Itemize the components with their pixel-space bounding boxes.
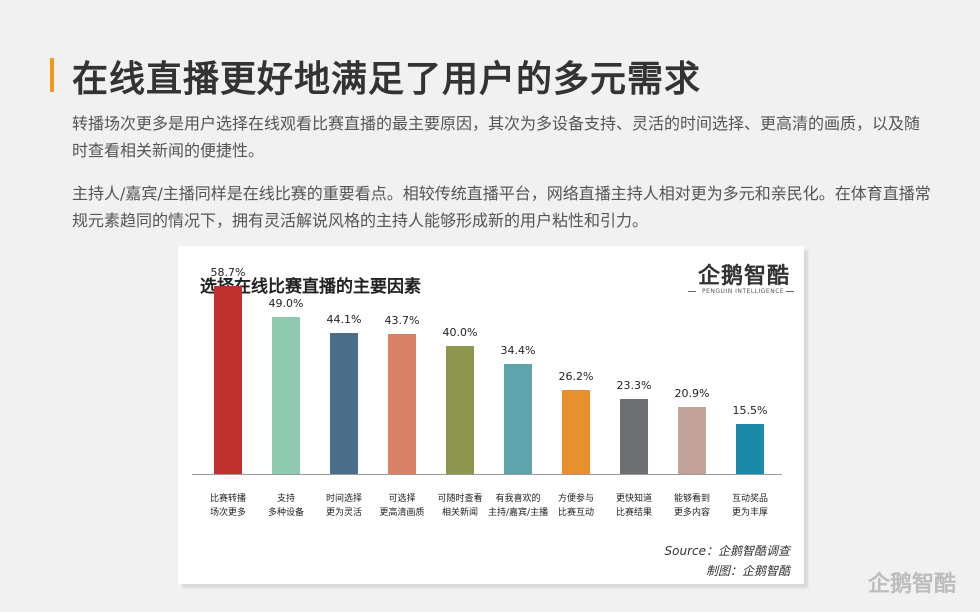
logo-subtitle: PENGUIN INTELLIGENCE	[702, 288, 785, 295]
source-note: Source：企鹅智酷调查	[664, 544, 790, 558]
bar-category-label-6: 有我喜欢的主持/嘉宾/主播	[488, 492, 548, 520]
bar-9	[678, 407, 706, 474]
bar-category-line: 可随时查看	[437, 494, 483, 504]
bar-10	[736, 424, 764, 474]
chart-card: 选择在线比赛直播的主要因素 企鹅智酷 PENGUIN INTELLIGENCE …	[178, 246, 804, 584]
bar-value-label-9: 20.9%	[674, 387, 710, 401]
bar-1	[214, 286, 242, 474]
bar-category-line: 比赛互动	[557, 508, 594, 518]
logo-text: 企鹅智酷	[698, 264, 791, 289]
bar-category-label-10: 互动奖品 更为丰厚	[720, 492, 780, 520]
bar-category-line: 支持	[276, 494, 295, 504]
paragraph-2: 主持人/嘉宾/主播同样是在线比赛的重要看点。相较传统直播平台，网络直播主持人相对…	[72, 184, 931, 230]
watermark-logo: 企鹅智酷	[868, 572, 957, 597]
logo-rule-right	[786, 291, 794, 292]
bar-value-label-5: 40.0%	[442, 326, 478, 339]
bar-value-label-3: 44.1%	[326, 312, 362, 326]
bar-category-line: 互动奖品	[731, 494, 768, 504]
bar-category-label-7: 方便参与 比赛互动	[546, 492, 606, 520]
bar-category-label-8: 更快知道 比赛结果	[604, 492, 664, 520]
bar-category-line: 更为灵活	[325, 508, 362, 518]
credit-note: 制图：企鹅智酷	[705, 564, 790, 578]
logo-rule-left	[688, 291, 696, 292]
bar-category-line: 有我喜欢的	[495, 494, 541, 504]
bar-category-line: 场次更多	[209, 508, 246, 518]
bar-category-line: 比赛结果	[615, 508, 652, 518]
bar-4	[388, 334, 416, 474]
bar-category-line: 更为丰厚	[731, 508, 768, 518]
chart-title: 选择在线比赛直播的主要因素	[200, 277, 421, 297]
bar-category-label-2: 支持 多种设备	[256, 492, 316, 520]
bar-7	[562, 390, 590, 474]
bar-8	[620, 399, 648, 474]
bar-value-label-7: 26.2%	[558, 370, 594, 384]
bar-value-label-4: 43.7%	[384, 314, 420, 328]
bar-category-label-9: 能够看到 更多内容	[662, 492, 722, 520]
bar-category-line: 能够看到	[673, 494, 710, 504]
logo: 企鹅智酷 PENGUIN INTELLIGENCE	[688, 258, 794, 302]
bar-category-line: 可选择	[388, 494, 416, 504]
bar-value-label-1: 58.7%	[210, 266, 246, 280]
bar-category-label-3: 时间选择 更为灵活	[314, 492, 374, 520]
x-axis-line	[192, 474, 782, 475]
title-accent-bar	[50, 58, 54, 92]
bar-category-line: 相关新闻	[441, 508, 478, 518]
bar-3	[330, 332, 358, 474]
bar-2	[272, 317, 300, 474]
bar-category-line: 方便参与	[557, 494, 594, 504]
bar-value-label-2: 49.0%	[268, 297, 304, 311]
bar-category-line: 更高清画质	[379, 508, 425, 518]
bar-category-line: 时间选择	[325, 494, 362, 504]
bar-category-line: 更多内容	[673, 508, 710, 518]
bar-category-line: 主持/嘉宾/主播	[488, 508, 549, 518]
bar-category-label-4: 可选择 更高清画质	[372, 492, 432, 520]
bar-value-label-8: 23.3%	[616, 379, 652, 393]
bar-category-label-5: 可随时查看 相关新闻	[430, 492, 490, 520]
page-title: 在线直播更好地满足了用户的多元需求	[72, 59, 702, 100]
bar-category-line: 多种设备	[267, 508, 304, 518]
paragraph-1: 转播场次更多是用户选择在线观看比赛直播的最主要原因，其次为多设备支持、灵活的时间…	[72, 114, 921, 160]
bar-category-label-1: 比赛转播 场次更多	[198, 492, 258, 520]
bar-value-label-10: 15.5%	[732, 404, 768, 418]
bar-category-line: 比赛转播	[209, 494, 246, 504]
bar-6	[504, 363, 532, 474]
bar-category-line: 更快知道	[615, 494, 652, 504]
bar-5	[446, 346, 474, 474]
bar-value-label-6: 34.4%	[500, 343, 536, 357]
